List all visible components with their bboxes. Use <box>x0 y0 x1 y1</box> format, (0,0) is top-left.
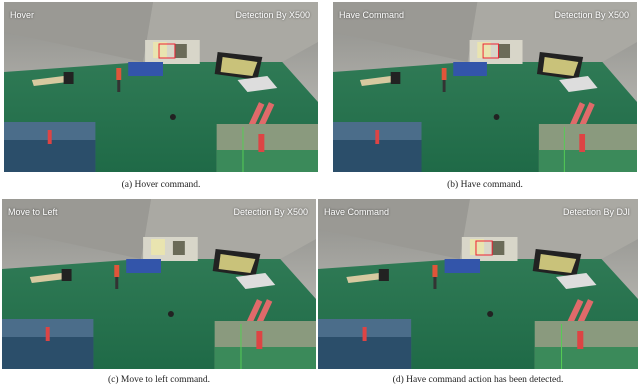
scene <box>318 199 638 369</box>
photo-panel: Have Command Detection By X500 <box>333 2 637 172</box>
overlay-label: Move to Left <box>8 207 58 217</box>
overlay-label: Detection By X500 <box>233 207 308 217</box>
caption: (b) Have command. <box>447 180 523 190</box>
scene <box>333 2 637 172</box>
overlay-label: Detection By X500 <box>235 10 310 20</box>
overlay-label: Detection By X500 <box>554 10 629 20</box>
caption: (a) Hover command. <box>121 180 201 190</box>
caption: (d) Have command action has been detecte… <box>392 375 564 385</box>
overlay-label: Have Command <box>339 10 405 20</box>
caption: (c) Move to left command. <box>107 375 211 385</box>
photo-panel: Have Command Detection By DJI <box>318 199 638 369</box>
scene <box>4 2 318 172</box>
photo-panel: Move to Left Detection By X500 <box>2 199 316 369</box>
overlay-label: Have Command <box>324 207 390 217</box>
overlay-label: Hover <box>10 10 35 20</box>
overlay-label: Detection By DJI <box>562 207 630 217</box>
scene <box>2 199 316 369</box>
photo-panel: Hover Detection By X500 <box>4 2 318 172</box>
